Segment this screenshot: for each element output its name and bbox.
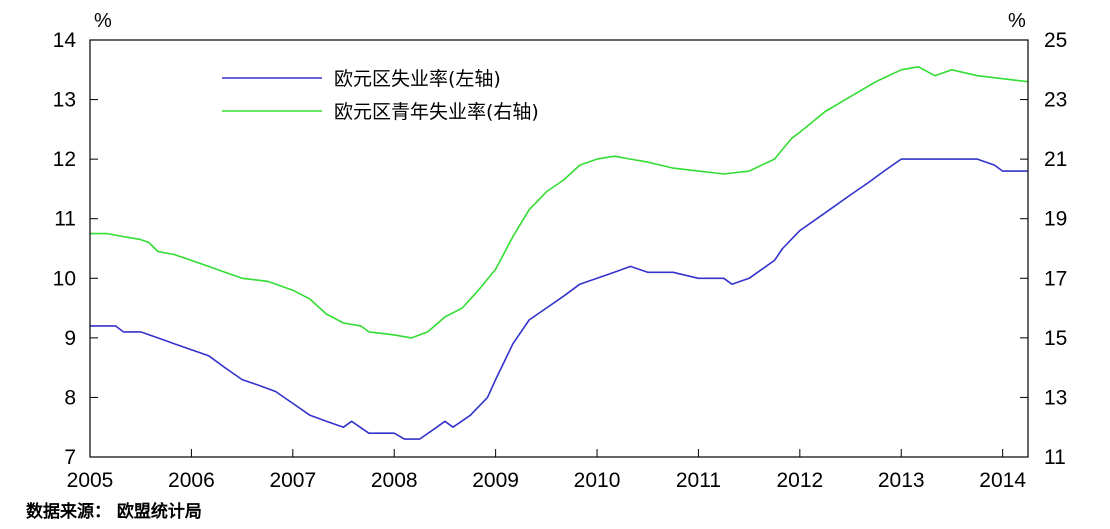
right-tick-label: 23 [1044,89,1067,112]
right-tick-label: 11 [1044,446,1066,469]
left-axis-unit: % [94,10,112,32]
left-tick-label: 10 [53,267,76,290]
left-tick-label: 7 [64,446,76,469]
x-tick-label: 2006 [168,469,215,492]
right-tick-label: 21 [1044,148,1067,171]
x-tick-label: 2010 [574,469,621,492]
series-lines [90,66,1029,440]
left-tick-label: 13 [53,89,76,112]
right-axis-unit: % [1008,10,1026,32]
right-tick-label: 13 [1044,386,1067,409]
x-tick-label: 2008 [371,469,418,492]
x-tick-label: 2013 [878,469,925,492]
plot-frame [89,39,1029,458]
left-tick-label: 8 [64,386,76,409]
left-tick-label: 14 [53,29,77,52]
right-tick-label: 17 [1044,267,1067,290]
legend: 欧元区失业率(左轴) 欧元区青年失业率(右轴) [222,68,539,123]
series-line-right [90,66,1029,339]
left-tick-label: 12 [53,148,76,171]
x-tick-label: 2014 [979,469,1026,492]
right-tick-label: 15 [1044,327,1067,350]
x-tick-label: 2011 [676,469,721,492]
x-tick-label: 2005 [67,469,114,492]
source-note: 数据来源： 欧盟统计局 [26,502,202,522]
left-tick-label: 9 [64,327,76,350]
right-tick-label: 25 [1044,29,1067,52]
legend-label: 欧元区青年失业率(右轴) [334,101,539,123]
x-tick-label: 2012 [776,469,823,492]
axis-ticks: 7 8 9 10 11 12 13 14 11 13 15 17 19 21 23 25 2005 2006 200… [53,29,1068,492]
x-tick-label: 2009 [472,469,519,492]
left-tick-label: 11 [54,208,76,231]
right-tick-label: 19 [1044,208,1067,231]
legend-label: 欧元区失业率(左轴) [334,68,501,90]
x-tick-label: 2007 [269,469,316,492]
series-line-left [90,158,1028,440]
